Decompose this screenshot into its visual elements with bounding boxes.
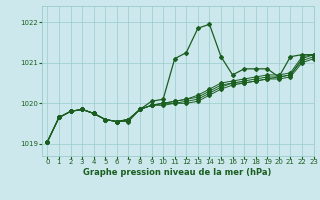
X-axis label: Graphe pression niveau de la mer (hPa): Graphe pression niveau de la mer (hPa)	[84, 168, 272, 177]
